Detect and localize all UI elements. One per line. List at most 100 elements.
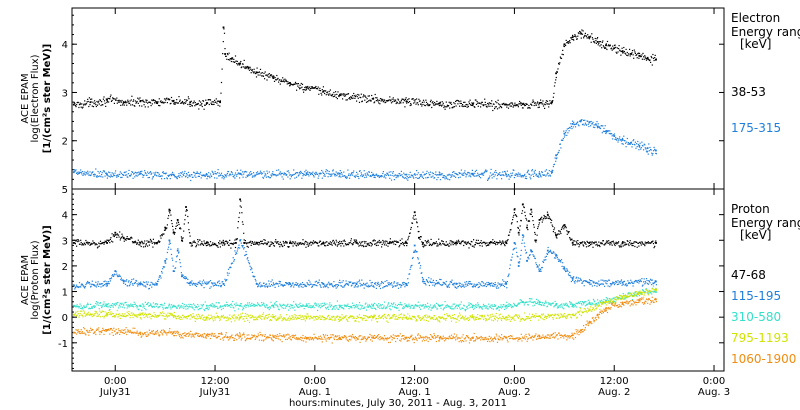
series-point	[443, 105, 446, 107]
series-point	[162, 171, 164, 173]
series-point	[522, 176, 524, 178]
series-point	[654, 148, 656, 150]
series-point	[481, 242, 483, 245]
series-point	[225, 304, 227, 306]
series-point	[542, 100, 544, 102]
series-point	[87, 172, 89, 174]
series-point	[217, 169, 219, 171]
series-point	[210, 286, 212, 288]
data-point	[521, 103, 524, 106]
series-point	[577, 35, 579, 37]
series-point	[523, 175, 525, 177]
series-point	[172, 265, 174, 267]
series-point	[598, 244, 600, 246]
series-point	[646, 151, 648, 153]
series-point	[482, 174, 485, 176]
series-point	[389, 305, 391, 307]
series-point	[524, 177, 526, 179]
series-point	[452, 284, 454, 286]
series-point	[495, 106, 497, 108]
series-point	[110, 277, 113, 279]
series-point	[559, 230, 561, 232]
series-point	[595, 42, 597, 44]
series-point	[501, 242, 503, 244]
series-point	[158, 98, 160, 100]
series-point	[109, 306, 111, 308]
series-point	[175, 176, 177, 178]
series-point	[251, 271, 253, 273]
series-point	[213, 243, 215, 245]
series-point	[383, 305, 385, 307]
series-point	[233, 242, 235, 244]
series-point	[487, 179, 489, 181]
series-point	[182, 305, 184, 307]
series-point	[79, 102, 81, 104]
series-point	[319, 173, 321, 175]
data-point	[488, 242, 491, 244]
electron-legend-entry: 38-53	[731, 85, 766, 99]
series-point	[291, 306, 293, 308]
series-point	[144, 246, 146, 248]
series-point	[189, 235, 191, 237]
series-point	[112, 173, 114, 175]
series-point	[222, 281, 224, 283]
series-point	[285, 80, 287, 82]
series-point	[429, 280, 431, 282]
series-point	[102, 284, 104, 287]
series-point	[528, 104, 530, 107]
series-point	[438, 281, 440, 283]
series-point	[246, 304, 248, 306]
series-point	[376, 97, 378, 99]
series-point	[644, 55, 646, 57]
series-point	[176, 307, 178, 309]
series-point	[533, 104, 535, 107]
series-point	[318, 241, 320, 243]
series-point	[297, 283, 299, 285]
series-point	[241, 221, 244, 223]
series-point	[77, 305, 79, 307]
series-point	[88, 174, 90, 176]
series-point	[391, 304, 393, 306]
series-point	[648, 150, 650, 152]
series-point	[396, 174, 398, 176]
series-point	[254, 278, 256, 281]
series-point	[349, 177, 351, 179]
series-point	[439, 284, 441, 286]
series-point	[388, 302, 390, 304]
series-point	[223, 178, 225, 180]
series-point	[101, 101, 103, 103]
series-point	[264, 239, 266, 241]
data-point	[139, 242, 142, 244]
series-point	[323, 175, 325, 177]
series-point	[550, 222, 552, 224]
series-point	[642, 284, 644, 286]
series-point	[426, 104, 428, 106]
series-point	[574, 123, 576, 125]
series-point	[496, 287, 498, 289]
series-point	[133, 306, 135, 308]
series-point	[528, 220, 531, 222]
series-point	[585, 124, 588, 126]
series-point	[173, 231, 175, 233]
series-point	[204, 281, 206, 283]
series-point	[134, 100, 136, 102]
series-point	[379, 304, 382, 306]
series-point	[571, 38, 573, 40]
series-point	[557, 68, 559, 70]
series-point	[516, 104, 518, 107]
series-point	[197, 172, 199, 174]
data-point	[563, 267, 566, 270]
series-point	[626, 141, 628, 143]
series-point	[123, 307, 125, 309]
series-point	[457, 239, 460, 241]
series-point	[346, 93, 348, 95]
series-point	[305, 303, 308, 305]
series-point	[453, 171, 455, 173]
series-point	[126, 236, 128, 238]
series-point	[226, 172, 228, 175]
series-point	[314, 172, 316, 174]
series-point	[389, 174, 391, 176]
series-point	[131, 305, 134, 307]
series-point	[254, 304, 256, 306]
